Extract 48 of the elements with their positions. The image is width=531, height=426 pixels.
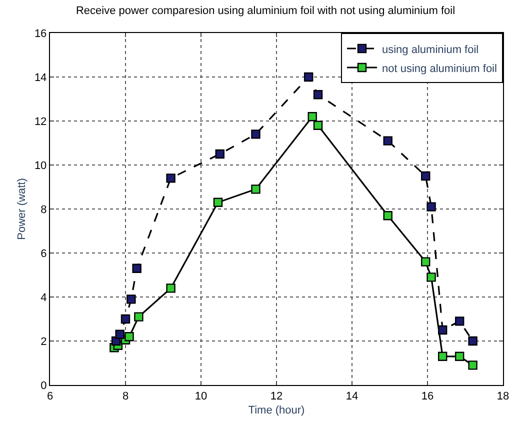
y-tick-label: 12 <box>34 116 47 128</box>
point <box>468 360 478 370</box>
x-axis-title: Time (hour) <box>248 404 305 416</box>
point <box>251 130 260 139</box>
y-tick-label: 2 <box>40 336 47 348</box>
y-tick-label: 4 <box>40 292 47 304</box>
point <box>166 174 176 183</box>
point <box>313 90 323 100</box>
point <box>426 272 436 282</box>
y-axis-title: Power (watt) <box>16 178 28 240</box>
point <box>213 198 223 207</box>
x-tick-label: 8 <box>122 390 129 402</box>
chart-title: Receive power comparesion using aluminium foil with not using aluminium foil <box>76 5 456 18</box>
x-tick-label: 18 <box>496 390 510 402</box>
y-tick-label: 0 <box>40 380 47 392</box>
y-tick-label: 6 <box>40 248 47 260</box>
point <box>454 352 464 361</box>
y-tick-label: 14 <box>34 72 47 84</box>
point <box>313 120 323 130</box>
point <box>438 352 448 361</box>
point <box>438 325 448 335</box>
point <box>132 264 142 273</box>
y-tick-label: 8 <box>40 204 47 216</box>
x-tick-label: 12 <box>270 390 283 402</box>
point <box>421 171 430 181</box>
x-tick-label: 16 <box>421 390 434 402</box>
point <box>454 316 464 326</box>
point <box>421 257 430 266</box>
legend-label: not using aluminium foil <box>382 62 497 75</box>
point <box>426 202 436 212</box>
point <box>383 136 392 146</box>
point <box>468 336 478 346</box>
point <box>215 149 224 159</box>
point <box>120 314 130 324</box>
x-tick-label: 14 <box>346 390 358 402</box>
y-tick-label: 10 <box>34 160 47 172</box>
point <box>308 112 317 122</box>
point <box>251 184 260 194</box>
point <box>166 284 176 293</box>
y-tick-label: 16 <box>34 28 47 40</box>
point <box>126 294 136 304</box>
point <box>134 312 144 322</box>
legend-label: using aluminium foil <box>382 44 479 56</box>
point <box>383 211 392 220</box>
point <box>304 72 314 82</box>
point <box>115 330 124 339</box>
point <box>124 332 134 342</box>
x-tick-label: 10 <box>194 390 208 402</box>
